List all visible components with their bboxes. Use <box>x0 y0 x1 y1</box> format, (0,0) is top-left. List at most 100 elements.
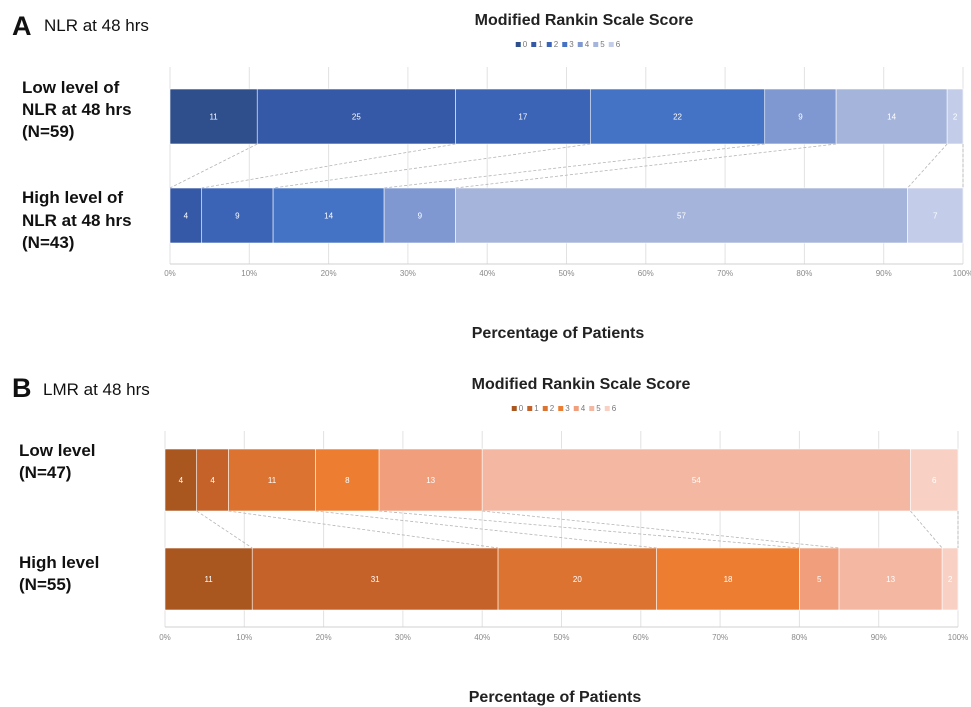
category-label: Low level of <box>22 78 120 97</box>
legend-label-5: 5 <box>600 40 605 49</box>
legend-label-1: 1 <box>538 40 543 49</box>
series-connector-0 <box>169 143 258 189</box>
x-tick-label: 0% <box>164 269 176 278</box>
bar-segment-label-6: 2 <box>948 575 953 584</box>
bar-segment-5 <box>835 88 948 145</box>
bar-segment-5 <box>838 547 943 611</box>
bar-segment-label-1: 4 <box>210 476 215 485</box>
bar-segment-label-5: 14 <box>887 113 896 122</box>
x-tick-label: 20% <box>321 269 337 278</box>
bar-segment-3 <box>272 187 385 244</box>
chart-title: Modified Rankin Scale Score <box>475 12 694 29</box>
legend-label-4: 4 <box>581 404 586 413</box>
x-axis-title: Percentage of Patients <box>469 689 642 706</box>
bar-segment-label-0: 4 <box>179 476 184 485</box>
series-connector-0 <box>196 510 253 549</box>
bar-segment-label-3: 18 <box>724 575 733 584</box>
category-label: (N=59) <box>22 122 74 141</box>
x-tick-label: 70% <box>712 633 728 642</box>
bar-segment-3 <box>656 547 800 611</box>
legend-swatch-0 <box>511 406 517 411</box>
x-tick-label: 80% <box>791 633 807 642</box>
series-connector-4 <box>455 143 837 189</box>
series-connector-3 <box>379 510 800 549</box>
legend-label-0: 0 <box>519 404 524 413</box>
legend-swatch-2 <box>542 406 548 411</box>
bar-segment-label-1: 25 <box>352 113 361 122</box>
bar-segment-label-4: 5 <box>817 575 822 584</box>
panel-label: NLR at 48 hrs <box>44 16 149 35</box>
bar-segment-label-1: 31 <box>371 575 380 584</box>
bar-segment-0 <box>169 88 258 145</box>
legend-label-3: 3 <box>565 404 570 413</box>
x-axis-title: Percentage of Patients <box>472 325 645 342</box>
bar-segment-5 <box>455 187 908 244</box>
bar-segment-label-5: 57 <box>677 212 686 221</box>
legend-label-4: 4 <box>585 40 590 49</box>
legend-swatch-5 <box>589 406 595 411</box>
bar-segment-5 <box>481 448 911 512</box>
series-connector-1 <box>201 143 456 189</box>
bar-segment-label-4: 13 <box>426 476 435 485</box>
x-tick-label: 50% <box>558 269 574 278</box>
category-label: NLR at 48 hrs <box>22 100 132 119</box>
x-tick-label: 10% <box>241 269 257 278</box>
bar-segment-1 <box>196 448 229 512</box>
bar-segment-3 <box>589 88 766 145</box>
legend-swatch-5 <box>593 42 599 47</box>
x-tick-label: 10% <box>236 633 252 642</box>
legend-label-1: 1 <box>534 404 539 413</box>
bar-segment-label-2: 9 <box>235 212 240 221</box>
x-tick-label: 20% <box>316 633 332 642</box>
legend-swatch-6 <box>604 406 610 411</box>
bar-segment-6 <box>941 547 959 611</box>
bar-segment-3 <box>315 448 380 512</box>
bar-segment-0 <box>164 448 198 512</box>
x-tick-label: 70% <box>717 269 733 278</box>
bar-segment-label-6: 6 <box>932 476 937 485</box>
x-tick-label: 40% <box>479 269 495 278</box>
x-tick-label: 30% <box>395 633 411 642</box>
legend-label-6: 6 <box>612 404 617 413</box>
series-connector-5 <box>907 143 948 189</box>
series-connector-3 <box>384 143 765 189</box>
bar-segment-label-2: 17 <box>518 113 527 122</box>
legend-swatch-4 <box>577 42 583 47</box>
bar-segment-label-2: 11 <box>268 476 277 485</box>
legend-swatch-6 <box>608 42 614 47</box>
bar-segment-6 <box>946 88 964 145</box>
bar-segment-label-3: 8 <box>345 476 350 485</box>
bar-segment-0 <box>164 547 253 611</box>
bar-segment-label-1: 4 <box>184 212 189 221</box>
bar-segment-label-0: 11 <box>204 575 213 584</box>
bar-segment-label-0: 11 <box>209 113 218 122</box>
bar-segment-label-5: 54 <box>692 476 701 485</box>
panel-label: LMR at 48 hrs <box>43 380 150 399</box>
series-connector-2 <box>273 143 591 189</box>
legend-swatch-4 <box>573 406 579 411</box>
series-connector-5 <box>910 510 943 549</box>
category-label: (N=47) <box>19 463 71 482</box>
bar-segment-label-4: 9 <box>798 113 803 122</box>
legend-label-6: 6 <box>616 40 621 49</box>
legend-swatch-3 <box>558 406 564 411</box>
panel-letter: A <box>12 11 32 41</box>
legend-swatch-3 <box>562 42 568 47</box>
bar-segment-2 <box>455 88 591 145</box>
bar-segment-label-4: 9 <box>418 212 423 221</box>
x-tick-label: 100% <box>948 633 968 642</box>
bar-segment-label-6: 7 <box>933 212 938 221</box>
x-tick-label: 50% <box>553 633 569 642</box>
legend-swatch-0 <box>515 42 521 47</box>
category-label: Low level <box>19 441 96 460</box>
legend-label-0: 0 <box>523 40 528 49</box>
x-tick-label: 90% <box>871 633 887 642</box>
x-tick-label: 60% <box>638 269 654 278</box>
bar-segment-label-2: 20 <box>573 575 582 584</box>
legend-swatch-2 <box>546 42 552 47</box>
legend-label-5: 5 <box>596 404 601 413</box>
bar-segment-label-3: 14 <box>324 212 333 221</box>
bar-segment-2 <box>228 448 316 512</box>
series-connector-4 <box>482 510 840 549</box>
